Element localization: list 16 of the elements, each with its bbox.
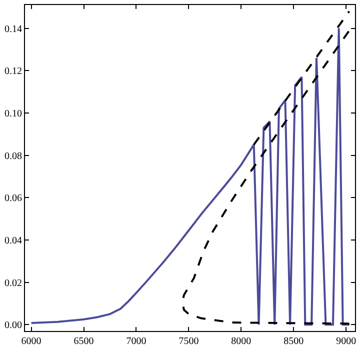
x-tick-label: 8500 [284,336,304,347]
x-tick-label: 7500 [178,336,199,347]
x-tick-label: 6000 [21,336,42,347]
line-series [30,27,350,326]
y-tick-label: 0.06 [4,193,22,204]
x-tick-label: 8000 [231,336,252,347]
y-tick-label: 0.02 [4,278,22,289]
y-tick-label: 0.10 [4,108,22,120]
x-tick-label: 7000 [126,336,146,347]
y-tick-label: 0.04 [4,235,22,246]
x-tick-label: 9000 [336,336,356,347]
y-tick-label: 0.00 [4,320,22,332]
y-tick-label: 0.12 [4,66,22,78]
y-tick-label: 0.08 [4,150,22,162]
x-tick-label: 6500 [74,336,94,347]
y-tick-label: 0.14 [4,24,22,35]
